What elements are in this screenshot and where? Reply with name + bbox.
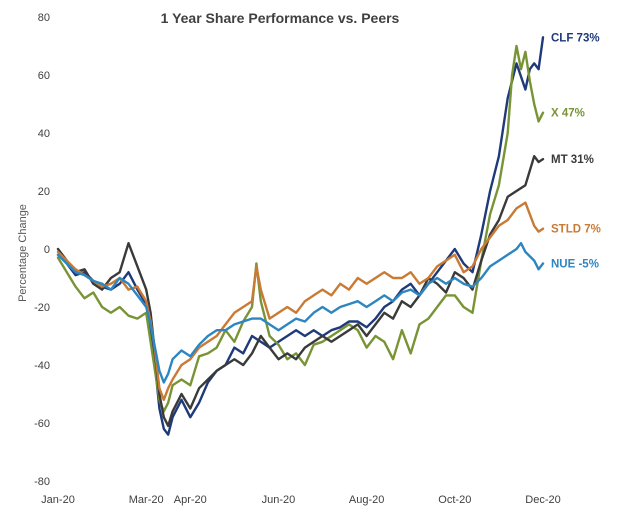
end-label-clf: CLF 73% bbox=[551, 32, 600, 44]
x-tick-label: Oct-20 bbox=[438, 494, 471, 506]
y-axis-ticks: -80 -60 -40 -20 0 20 40 60 80 bbox=[34, 12, 50, 488]
series-lines bbox=[56, 36, 545, 436]
series-line-stld bbox=[56, 201, 545, 401]
x-tick-label: Dec-20 bbox=[525, 494, 560, 506]
x-tick-label: Apr-20 bbox=[174, 494, 207, 506]
series-line-nue bbox=[56, 242, 545, 384]
y-tick-label: -60 bbox=[34, 418, 50, 430]
y-tick-label: -80 bbox=[34, 476, 50, 488]
y-tick-label: 20 bbox=[38, 186, 50, 198]
x-tick-label: Jan-20 bbox=[41, 494, 75, 506]
y-tick-label: 80 bbox=[38, 12, 50, 24]
y-axis-label: Percentage Change bbox=[17, 204, 29, 302]
end-label-x: X 47% bbox=[551, 108, 585, 120]
x-tick-label: Jun-20 bbox=[262, 494, 296, 506]
x-axis-ticks: Jan-20 Mar-20 Apr-20 Jun-20 Aug-20 Oct-20 Dec-… bbox=[41, 494, 561, 506]
end-label-stld: STLD 7% bbox=[551, 224, 601, 236]
end-label-mt: MT 31% bbox=[551, 154, 594, 166]
series-line-mt bbox=[56, 155, 545, 428]
x-tick-label: Mar-20 bbox=[129, 494, 164, 506]
y-tick-label: -40 bbox=[34, 360, 50, 372]
y-tick-label: 60 bbox=[38, 70, 50, 82]
x-tick-label: Aug-20 bbox=[349, 494, 384, 506]
end-label-nue: NUE -5% bbox=[551, 259, 599, 271]
series-line-clf bbox=[56, 36, 545, 436]
y-tick-label: -20 bbox=[34, 302, 50, 314]
chart-title: 1 Year Share Performance vs. Peers bbox=[161, 10, 400, 26]
y-tick-label: 0 bbox=[44, 244, 50, 256]
series-line-x bbox=[56, 44, 545, 413]
y-tick-label: 40 bbox=[38, 128, 50, 140]
series-end-labels: CLF 73% X 47% MT 31% STLD 7% NUE -5% bbox=[551, 32, 601, 270]
